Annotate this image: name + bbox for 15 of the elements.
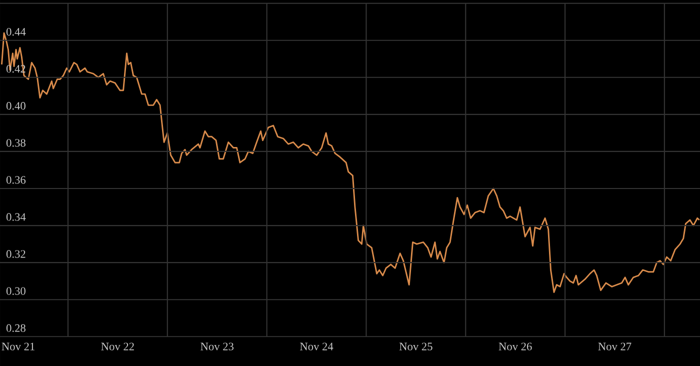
y-tick-label: 0.28 xyxy=(6,324,26,332)
x-tick-label: Nov 25 xyxy=(399,342,432,350)
x-tick-label: Nov 23 xyxy=(200,342,234,350)
y-tick-label: 0.38 xyxy=(6,139,26,147)
y-tick-label: 0.40 xyxy=(6,102,26,110)
x-tick-label: Nov 27 xyxy=(598,342,632,350)
x-tick-label: Nov 21 xyxy=(2,342,34,350)
y-tick-label: 0.36 xyxy=(6,176,26,184)
x-tick-label: Nov 24 xyxy=(300,342,334,350)
y-tick-label: 0.30 xyxy=(6,287,26,295)
x-tick-label: Nov 26 xyxy=(498,342,532,350)
x-tick-label: Nov 22 xyxy=(101,342,134,350)
y-tick-label: 0.34 xyxy=(6,213,26,221)
y-tick-label: 0.44 xyxy=(6,28,26,36)
y-tick-label: 0.32 xyxy=(6,250,26,258)
